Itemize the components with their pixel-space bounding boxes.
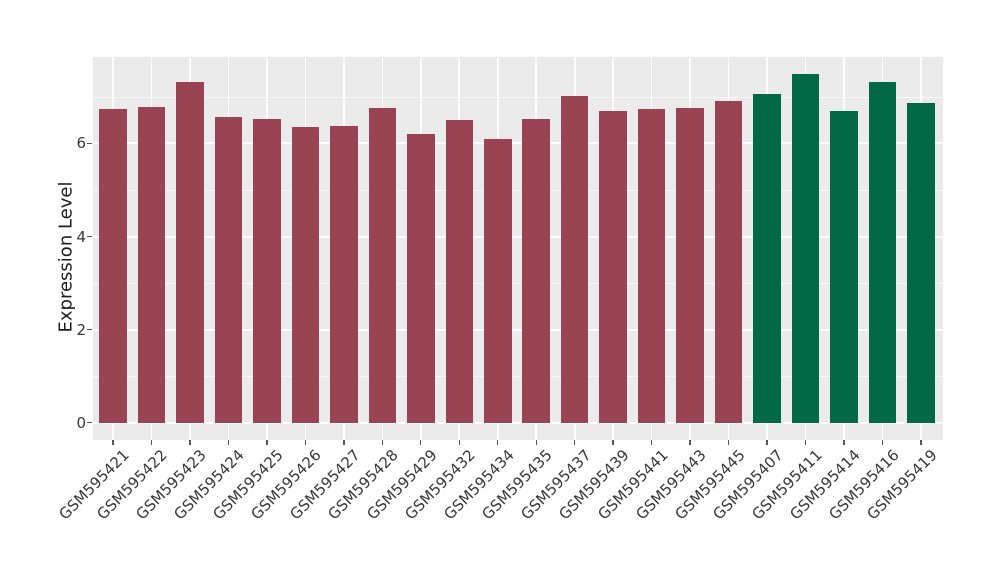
bar-GSM595435 bbox=[522, 119, 550, 423]
bar-GSM595432 bbox=[445, 120, 474, 423]
bar-GSM595419 bbox=[907, 103, 935, 423]
minor-gridline-y5 bbox=[93, 189, 943, 191]
x-tick-mark-GSM595445 bbox=[727, 440, 730, 445]
x-tick-mark-GSM595429 bbox=[420, 440, 422, 445]
y-tick-mark-2 bbox=[87, 328, 92, 331]
bar-GSM595427 bbox=[330, 126, 358, 423]
x-tick-mark-GSM595437 bbox=[574, 440, 576, 445]
y-axis-title: Expression Level bbox=[55, 181, 77, 333]
bar-GSM595443 bbox=[676, 107, 704, 423]
x-tick-mark-GSM595416 bbox=[881, 440, 884, 445]
bar-GSM595434 bbox=[484, 139, 512, 423]
x-tick-mark-GSM595427 bbox=[343, 440, 345, 445]
bar-GSM595414 bbox=[830, 110, 858, 423]
y-tick-label-6: 6 bbox=[76, 134, 86, 153]
x-tick-mark-GSM595421 bbox=[112, 440, 114, 445]
x-tick-mark-GSM595414 bbox=[843, 440, 845, 445]
bar-GSM595423 bbox=[176, 81, 204, 423]
x-tick-mark-GSM595407 bbox=[766, 440, 768, 445]
minor-gridline-y3 bbox=[93, 283, 943, 285]
x-tick-mark-GSM595434 bbox=[497, 440, 499, 445]
x-tick-mark-GSM595426 bbox=[304, 440, 307, 445]
x-tick-mark-GSM595439 bbox=[612, 440, 614, 445]
major-gridline-y2 bbox=[93, 328, 943, 331]
x-tick-mark-GSM595441 bbox=[650, 440, 653, 445]
bar-GSM595425 bbox=[253, 119, 281, 423]
bar-GSM595407 bbox=[753, 93, 781, 423]
bar-GSM595428 bbox=[368, 108, 397, 423]
major-gridline-y0 bbox=[93, 421, 943, 424]
x-tick-mark-GSM595419 bbox=[920, 440, 922, 445]
x-tick-mark-GSM595424 bbox=[227, 440, 230, 445]
plot-panel bbox=[93, 57, 943, 440]
bar-GSM595441 bbox=[637, 109, 666, 423]
minor-gridline-y1 bbox=[93, 376, 943, 378]
y-tick-mark-6 bbox=[87, 142, 92, 145]
bar-GSM595426 bbox=[291, 127, 320, 423]
bar-GSM595422 bbox=[137, 106, 166, 423]
x-tick-mark-GSM595443 bbox=[689, 440, 691, 445]
major-gridline-y4 bbox=[93, 235, 943, 238]
bar-GSM595445 bbox=[714, 101, 743, 423]
bar-GSM595416 bbox=[868, 81, 897, 423]
bar-GSM595421 bbox=[99, 109, 127, 423]
bar-GSM595424 bbox=[214, 116, 243, 423]
major-gridline-y6 bbox=[93, 142, 943, 145]
bar-GSM595411 bbox=[791, 74, 820, 423]
y-tick-label-2: 2 bbox=[76, 320, 86, 339]
y-tick-label-4: 4 bbox=[76, 227, 86, 246]
x-tick-mark-GSM595423 bbox=[189, 440, 191, 445]
x-tick-mark-GSM595432 bbox=[458, 440, 460, 445]
y-tick-label-0: 0 bbox=[76, 413, 86, 432]
x-tick-mark-GSM595411 bbox=[804, 440, 807, 445]
bar-GSM595439 bbox=[599, 110, 627, 423]
bar-GSM595437 bbox=[560, 95, 589, 423]
x-tick-mark-GSM595425 bbox=[266, 440, 268, 445]
bar-GSM595429 bbox=[407, 134, 435, 423]
x-tick-mark-GSM595435 bbox=[535, 440, 537, 445]
x-tick-mark-GSM595422 bbox=[150, 440, 153, 445]
y-tick-mark-0 bbox=[87, 422, 92, 424]
x-tick-mark-GSM595428 bbox=[381, 440, 384, 445]
y-tick-mark-4 bbox=[87, 235, 92, 238]
minor-gridline-y7 bbox=[93, 96, 943, 98]
